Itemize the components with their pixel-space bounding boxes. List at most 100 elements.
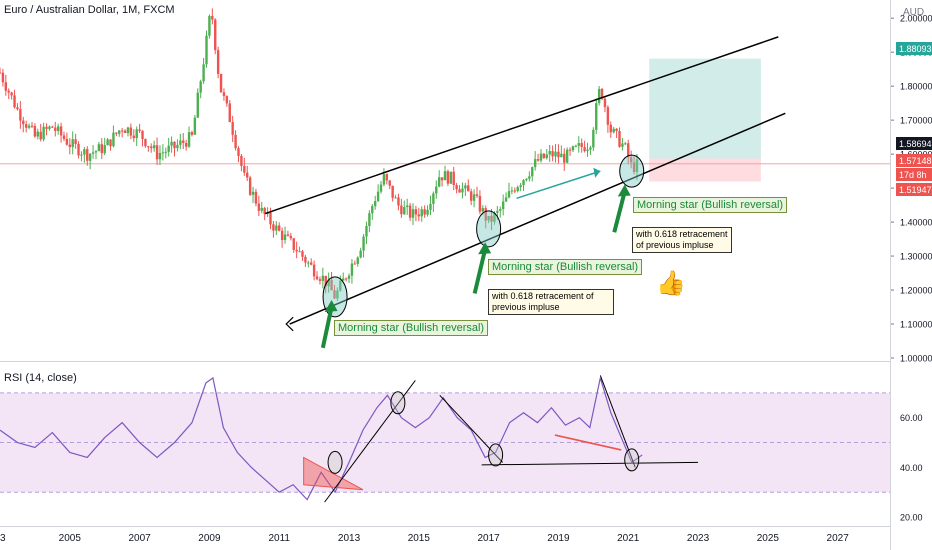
price-tick-label: 2.00000 <box>900 14 932 24</box>
candle-body <box>347 275 351 279</box>
candle-body <box>563 153 566 163</box>
candle-body <box>310 262 313 265</box>
candle-body <box>36 131 40 137</box>
candle-body <box>484 208 487 221</box>
candle-body <box>624 143 627 145</box>
candle-body <box>283 234 287 240</box>
candle-body <box>289 235 293 239</box>
candle-body <box>80 154 83 156</box>
candle-body <box>629 157 633 163</box>
candle-body <box>423 209 426 215</box>
candle-body <box>22 120 25 125</box>
candle-body <box>196 92 199 118</box>
candle-body <box>115 132 118 134</box>
price-tick-label: 1.40000 <box>900 218 932 228</box>
candle-body <box>318 279 322 281</box>
candle-body <box>263 207 266 215</box>
candle-body <box>77 143 80 156</box>
candle-body <box>536 159 540 161</box>
candle-body <box>411 209 415 218</box>
rsi-tick-label: 40.00 <box>900 463 923 473</box>
price-badge-label: 1.51947 <box>899 185 932 195</box>
candle-body <box>13 95 16 108</box>
candle-body <box>574 145 578 147</box>
price-badge <box>896 42 932 55</box>
price-axis[interactable] <box>890 0 932 550</box>
candle-body <box>88 153 92 161</box>
candle-body <box>155 145 159 160</box>
candle-body <box>606 107 610 125</box>
price-tick-label: 1.30000 <box>900 252 932 262</box>
candle-body <box>251 191 255 195</box>
candle-body <box>48 126 51 129</box>
candle-body <box>144 139 147 147</box>
candle-body <box>103 145 106 154</box>
candle-body <box>371 206 374 214</box>
candle-body <box>118 130 121 134</box>
candle-body <box>458 189 461 193</box>
candle-body <box>632 162 636 173</box>
price-badge-label: 1.57148 <box>899 156 932 166</box>
candle-body <box>86 149 89 161</box>
candle-body <box>368 213 371 227</box>
pointer-arrow <box>612 190 627 233</box>
candle-body <box>243 165 246 173</box>
rsi-trendline-up <box>324 380 416 503</box>
candle-body <box>214 19 217 51</box>
candle-body <box>45 126 48 129</box>
price-badge-label: 1.58694 <box>899 139 932 149</box>
candle-body <box>618 130 621 147</box>
annotation-morning-star-1[interactable]: Morning star (Bullish reversal) <box>334 320 489 336</box>
trend-arrowhead <box>593 167 601 178</box>
candle-body <box>554 151 557 157</box>
candle-body <box>324 275 327 287</box>
time-tick-label: 2005 <box>59 533 82 544</box>
candle-body <box>531 167 534 177</box>
candle-body <box>39 131 42 140</box>
candle-body <box>333 290 336 299</box>
candle-body <box>83 149 86 155</box>
time-tick-label: 2015 <box>408 533 431 544</box>
candle-body <box>571 146 575 151</box>
candle-body <box>327 279 330 287</box>
candle-body <box>176 144 179 149</box>
candle-body <box>382 174 386 185</box>
candle-body <box>621 143 624 147</box>
annotation-morning-star-2[interactable]: Morning star (Bullish reversal) <box>488 259 643 275</box>
candle-body <box>400 205 403 215</box>
annotation-morning-star-3[interactable]: Morning star (Bullish reversal) <box>633 197 788 213</box>
candle-body <box>173 141 176 149</box>
candle-body <box>342 278 345 281</box>
candle-body <box>123 130 127 134</box>
rsi-highlight-circle <box>327 450 343 474</box>
candle-body <box>568 149 572 151</box>
candle-body <box>356 257 359 264</box>
annotation-retracement-2[interactable]: with 0.618 retracement of previous implu… <box>632 227 732 253</box>
candle-body <box>330 279 333 291</box>
price-badge <box>896 183 932 196</box>
candle-body <box>126 127 130 134</box>
annotation-retracement-1[interactable]: with 0.618 retracement of previous implu… <box>488 289 614 315</box>
candle-body <box>19 109 22 121</box>
candle-body <box>533 159 537 168</box>
candle-body <box>499 209 502 211</box>
candle-body <box>429 203 432 210</box>
candle-body <box>504 197 508 202</box>
rsi-highlight-circle <box>624 448 640 472</box>
candle-body <box>437 177 441 187</box>
candle-body <box>94 151 98 153</box>
chart-title: Euro / Australian Dollar, 1M, FXCM <box>4 4 175 16</box>
candle-body <box>254 191 258 204</box>
candle-body <box>336 290 339 299</box>
candle-body <box>51 126 54 128</box>
candle-body <box>516 187 519 192</box>
rsi-trendline-down <box>439 394 503 463</box>
candle-body <box>557 151 560 158</box>
rsi-divergence-arrow <box>554 434 622 451</box>
candle-body <box>280 230 284 240</box>
candle-body <box>403 207 406 215</box>
candle-body <box>461 188 464 193</box>
candle-body <box>292 238 295 250</box>
time-tick-label: 2017 <box>478 533 501 544</box>
